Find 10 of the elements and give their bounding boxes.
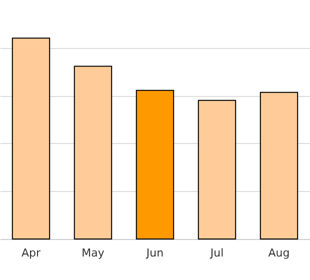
bar xyxy=(12,38,50,240)
bar xyxy=(260,92,298,240)
x-tick-label: Apr xyxy=(21,246,41,260)
bar xyxy=(74,66,112,240)
x-tick-label: May xyxy=(82,246,105,260)
x-tick-label: Jul xyxy=(209,246,224,260)
bar xyxy=(136,90,174,240)
x-tick-label: Aug xyxy=(268,246,290,260)
bar xyxy=(198,100,236,240)
x-tick-label: Jun xyxy=(145,246,164,260)
